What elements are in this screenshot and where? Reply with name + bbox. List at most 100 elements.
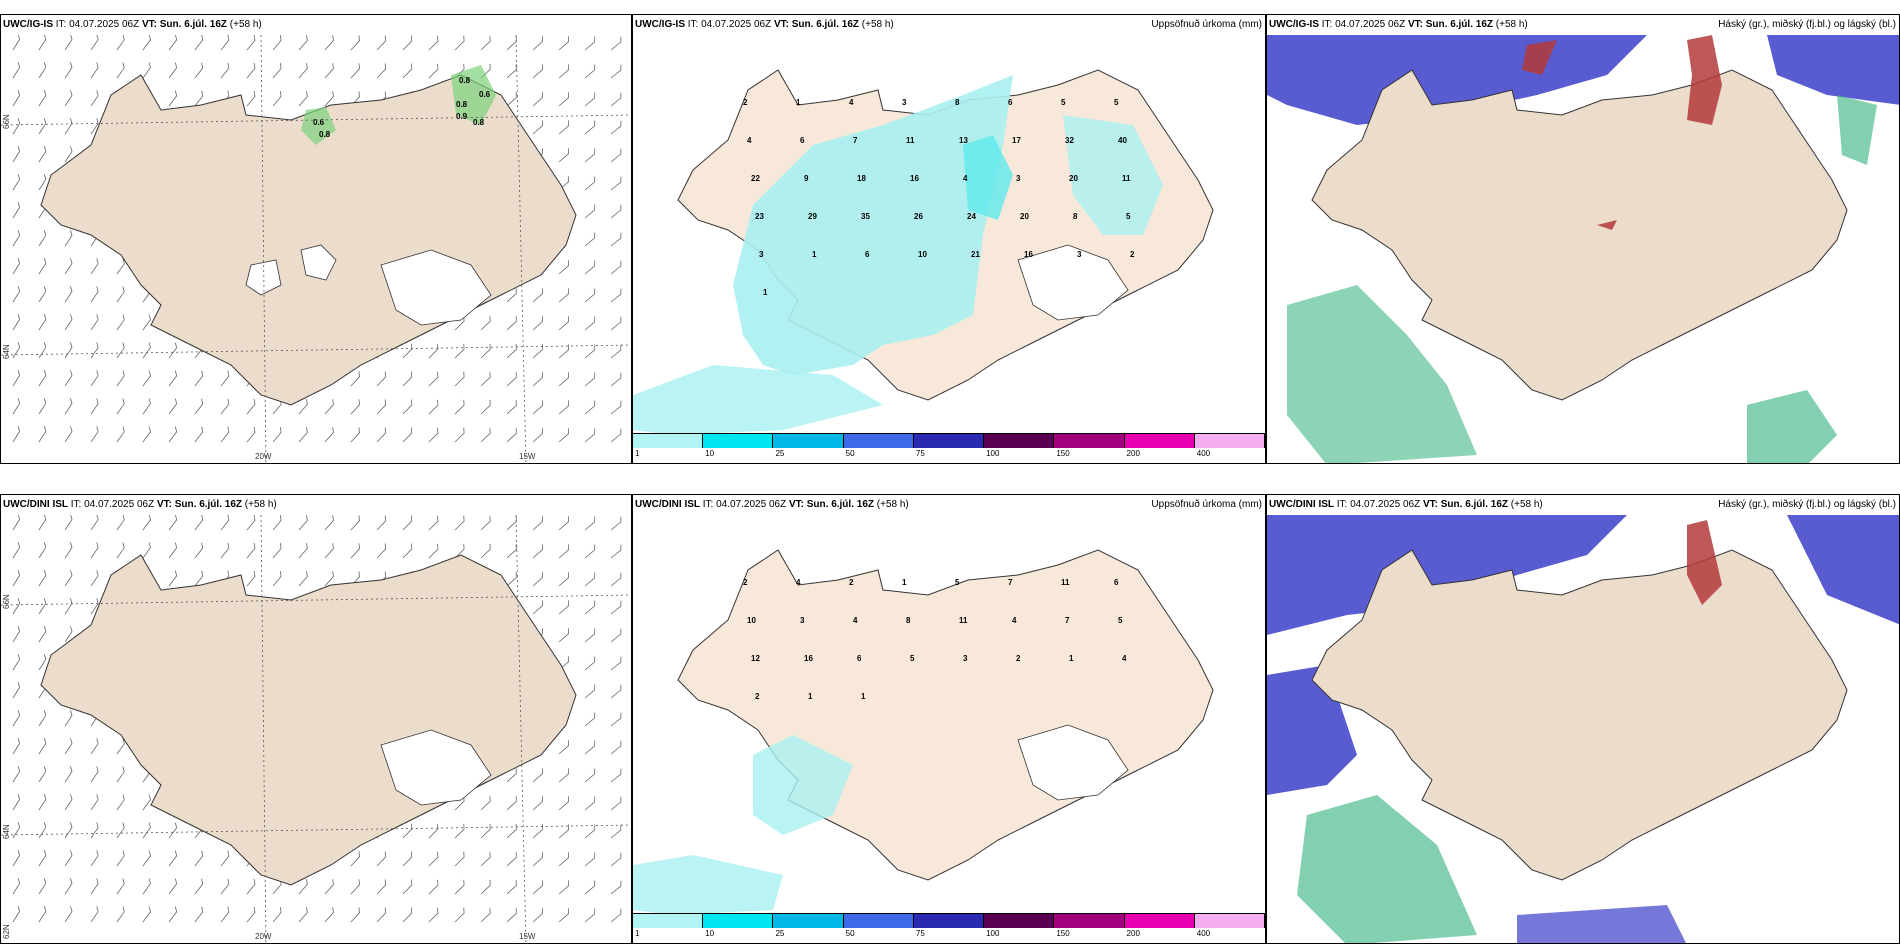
wind-barb xyxy=(584,600,596,615)
wind-barb xyxy=(12,626,21,643)
wind-barb xyxy=(194,542,204,559)
wind-barb xyxy=(168,398,178,415)
precip-value: 40 xyxy=(1118,136,1127,145)
wind-barb xyxy=(12,230,21,247)
precip-area xyxy=(633,365,883,435)
wind-barb xyxy=(64,766,73,783)
wind-barb xyxy=(376,851,387,867)
low-cloud-area xyxy=(1297,795,1477,943)
wind-barb xyxy=(480,315,491,331)
wind-barb xyxy=(480,343,491,359)
wind-barb xyxy=(584,880,596,895)
valid-time: Sun. 6.júl. 16Z xyxy=(1425,19,1493,30)
wind-barb xyxy=(324,91,334,107)
colorbar-tick-label: 100 xyxy=(986,929,1000,938)
wind-barb xyxy=(64,878,73,895)
low-cloud-area xyxy=(1837,95,1877,165)
wind-barb xyxy=(610,852,622,867)
wind-barb xyxy=(480,427,491,443)
precip-value: 1 xyxy=(812,250,817,259)
wind-barb xyxy=(558,92,569,107)
precip-value: 24 xyxy=(967,212,976,221)
wind-barb xyxy=(38,515,47,531)
wind-barb xyxy=(90,62,99,79)
wind-barb xyxy=(246,570,256,587)
wind-barb xyxy=(350,399,360,415)
colorbar-tick-label: 50 xyxy=(845,449,855,458)
wind-barb xyxy=(220,398,230,415)
wind-barb xyxy=(116,794,125,811)
latitude-label: 66N xyxy=(2,594,11,609)
colorbar-tick-label: 10 xyxy=(705,929,715,938)
wind-barb xyxy=(142,906,151,923)
colorbar-segment xyxy=(1054,914,1125,928)
wind-barb xyxy=(610,600,622,615)
wind-barb xyxy=(38,626,47,643)
wind-barb xyxy=(12,118,21,135)
wind-barb xyxy=(272,90,282,107)
wind-barb xyxy=(610,400,622,415)
wind-barb xyxy=(376,63,387,79)
colorbar-segment xyxy=(913,434,985,448)
wind-barb xyxy=(64,822,73,839)
high-cloud-area xyxy=(1522,40,1557,75)
wind-barb xyxy=(38,62,47,79)
precip-value: 20 xyxy=(1020,212,1029,221)
wind-barb xyxy=(246,62,256,79)
wind-barb xyxy=(272,35,282,51)
cloud-title: Háský (gr.), miðský (fj.bl.) og lágský (… xyxy=(1718,19,1896,30)
wind-barb xyxy=(194,515,204,531)
high-cloud-area xyxy=(1597,220,1617,230)
wind-barb xyxy=(116,766,125,783)
colorbar-tick-label: 1 xyxy=(635,449,640,458)
wind-barb xyxy=(350,907,360,923)
precip-value: 6 xyxy=(1008,98,1013,107)
precip-value: 5 xyxy=(1126,212,1131,221)
colorbar-segment xyxy=(1194,434,1265,448)
colorbar-tick-label: 400 xyxy=(1196,929,1211,938)
longitude-label: 15W xyxy=(519,932,536,941)
wind-barb xyxy=(558,400,569,415)
wind-barb xyxy=(220,62,230,79)
wind-barb xyxy=(428,823,439,839)
wind-barb xyxy=(38,90,47,107)
precip-value: 1 xyxy=(808,692,813,701)
wind-barb xyxy=(38,286,47,303)
precip-value: 22 xyxy=(751,174,760,183)
glacier-langjokull xyxy=(300,244,337,281)
wind-barb xyxy=(506,796,517,811)
wind-map-panel-top: UWC/IG-IS IT: 04.07.2025 06Z VT: Sun. 6.… xyxy=(0,14,632,464)
wind-barb xyxy=(402,343,413,359)
wind-barb xyxy=(38,342,47,359)
wind-barb xyxy=(532,344,543,359)
precip-area xyxy=(633,855,783,915)
wind-barb xyxy=(168,542,178,559)
wind-barb xyxy=(428,543,439,559)
wind-barb xyxy=(506,92,517,107)
wind-barb xyxy=(272,515,282,531)
latitude-label: 66N xyxy=(2,114,11,129)
wind-barb xyxy=(480,371,491,387)
iceland-land xyxy=(40,554,577,886)
wind-barb xyxy=(324,35,334,51)
precip-area xyxy=(1063,115,1163,235)
wind-barb xyxy=(558,120,569,135)
precip-value: 6 xyxy=(800,136,805,145)
wind-barb xyxy=(402,907,413,923)
valid-time: Sun. 6.júl. 16Z xyxy=(1440,499,1508,510)
iceland-land xyxy=(1311,549,1848,881)
wind-map-panel-bottom: UWC/DINI ISL IT: 04.07.2025 06Z VT: Sun.… xyxy=(0,494,632,944)
wind-barb xyxy=(454,543,465,559)
wind-barb xyxy=(168,822,178,839)
wind-barb xyxy=(246,515,256,531)
wind-barb xyxy=(506,64,517,79)
wind-barb xyxy=(532,600,543,615)
valid-time: Sun. 6.júl. 16Z xyxy=(159,19,227,30)
wind-barb xyxy=(610,372,622,387)
wind-barb xyxy=(90,314,99,331)
wind-barb xyxy=(90,426,99,443)
panel-header: UWC/IG-IS IT: 04.07.2025 06Z VT: Sun. 6.… xyxy=(3,19,262,30)
wind-barb xyxy=(90,286,99,303)
init-time: 04.07.2025 06Z xyxy=(716,499,787,510)
wind-barb xyxy=(454,399,465,415)
